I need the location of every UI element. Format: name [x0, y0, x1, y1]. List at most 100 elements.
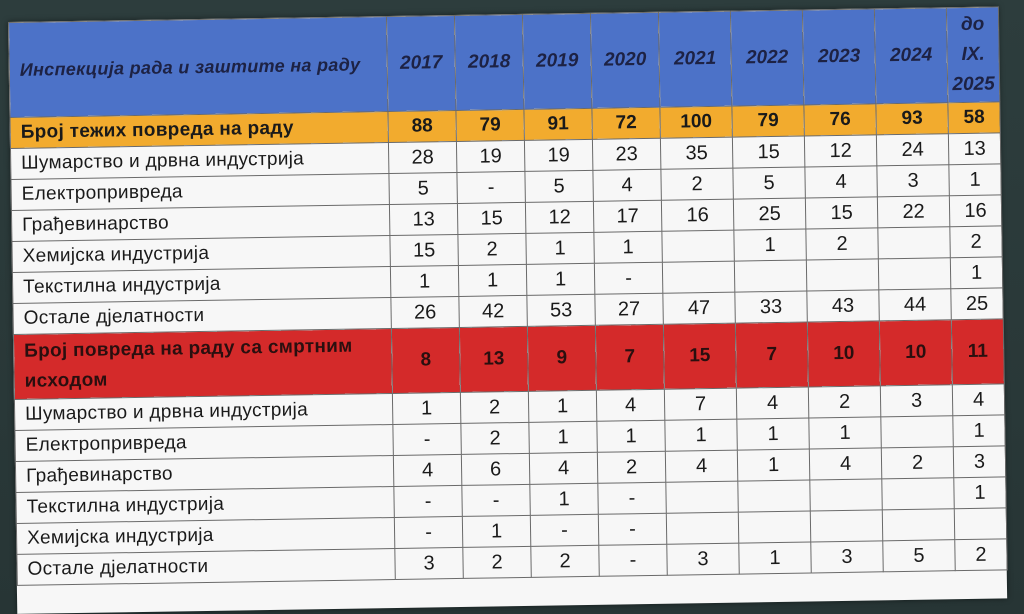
value-cell: 1: [458, 264, 527, 297]
value-cell: 16: [949, 194, 1002, 227]
value-cell: 3: [953, 445, 1006, 478]
value-cell: 4: [665, 450, 738, 483]
value-cell: [877, 226, 951, 259]
value-cell: 24: [876, 133, 949, 166]
value-cell: 17: [593, 200, 662, 233]
value-cell: 1: [948, 163, 1002, 196]
value-cell: 15: [663, 323, 737, 390]
value-cell: 42: [458, 295, 528, 328]
value-cell: 72: [591, 107, 661, 140]
value-cell: 5: [524, 170, 594, 203]
value-cell: 8: [391, 327, 461, 394]
value-cell: 7: [735, 321, 809, 389]
value-cell: 1: [738, 541, 812, 575]
statistics-sheet: Инспекција рада и заштите на раду 2017 2…: [8, 6, 1008, 614]
value-cell: 1: [462, 515, 531, 548]
value-cell: [661, 230, 735, 263]
value-cell: [734, 259, 807, 293]
year-header: 2022: [730, 10, 804, 107]
value-cell: 13: [389, 203, 458, 236]
value-cell: [665, 481, 739, 514]
value-cell: 7: [664, 388, 737, 421]
year-header: 2017: [386, 15, 456, 112]
value-cell: 13: [948, 132, 1001, 165]
value-cell: 1: [596, 420, 666, 453]
value-cell: 3: [876, 164, 950, 197]
value-cell: 1: [390, 265, 459, 298]
value-cell: 1: [733, 228, 807, 262]
value-cell: 2: [808, 385, 881, 418]
value-cell: [738, 510, 811, 544]
value-cell: [878, 257, 951, 290]
year-header: 2018: [454, 14, 524, 111]
value-cell: -: [392, 423, 462, 456]
value-cell: 15: [457, 202, 526, 235]
value-cell: 1: [528, 421, 598, 454]
value-cell: 27: [594, 293, 664, 326]
value-cell: 91: [523, 108, 593, 141]
value-cell: [881, 477, 955, 510]
value-cell: 1: [953, 476, 1007, 509]
value-cell: 28: [388, 141, 457, 174]
value-cell: 3: [810, 540, 884, 573]
value-cell: 3: [880, 384, 953, 417]
value-cell: 5: [732, 167, 806, 200]
injury-statistics-table: Инспекција рада и заштите на раду 2017 2…: [8, 6, 1008, 586]
value-cell: 19: [524, 139, 593, 172]
value-cell: 6: [461, 453, 530, 486]
value-cell: 43: [806, 289, 880, 322]
value-cell: 4: [804, 165, 878, 198]
value-cell: 19: [456, 140, 525, 173]
value-cell: [806, 258, 879, 291]
value-cell: [880, 415, 954, 448]
value-cell: 35: [660, 137, 733, 170]
value-cell: 2: [460, 422, 530, 455]
value-cell: 2: [460, 391, 529, 424]
value-cell: 2: [954, 538, 1008, 571]
table-title: Инспекција рада и заштите на раду: [8, 16, 388, 118]
value-cell: [954, 507, 1007, 540]
value-cell: [882, 508, 955, 541]
value-cell: 5: [882, 539, 956, 572]
value-cell: 1: [593, 231, 663, 264]
value-cell: 47: [662, 292, 736, 325]
value-cell: -: [394, 516, 463, 549]
value-cell: 9: [527, 325, 597, 392]
value-cell: 2: [881, 446, 954, 479]
value-cell: 1: [528, 390, 597, 423]
value-cell: 3: [394, 547, 464, 580]
value-cell: 10: [807, 320, 881, 387]
value-cell: 93: [875, 102, 949, 135]
table-header-row: Инспекција рада и заштите на раду 2017 2…: [8, 6, 1000, 118]
value-cell: 2: [530, 545, 600, 578]
value-cell: 76: [803, 103, 877, 137]
value-cell: 4: [592, 169, 662, 202]
value-cell: 2: [457, 233, 527, 266]
value-cell: 2: [805, 227, 879, 260]
year-header: 2020: [590, 12, 660, 109]
value-cell: 23: [592, 138, 661, 171]
year-header: 2024: [874, 7, 948, 104]
value-cell: [737, 479, 811, 513]
row-label: Број повреда на раду са смртним исходом: [13, 328, 393, 400]
value-cell: 1: [529, 483, 599, 516]
year-header: 2021: [658, 11, 732, 108]
value-cell: 1: [664, 419, 738, 452]
value-cell: 1: [808, 416, 882, 449]
value-cell: 4: [393, 454, 462, 487]
value-cell: -: [530, 514, 599, 547]
value-cell: -: [597, 482, 667, 515]
value-cell: 1: [525, 232, 595, 265]
value-cell: 58: [947, 101, 1001, 134]
value-cell: 22: [877, 195, 950, 228]
value-cell: 1: [737, 448, 810, 482]
value-cell: 33: [734, 290, 808, 324]
value-cell: -: [456, 171, 526, 204]
value-cell: 12: [804, 134, 877, 168]
value-cell: 10: [879, 319, 953, 386]
value-cell: 12: [525, 201, 594, 234]
value-cell: 100: [659, 106, 733, 139]
value-cell: 11: [951, 318, 1005, 385]
value-cell: 25: [950, 287, 1004, 320]
